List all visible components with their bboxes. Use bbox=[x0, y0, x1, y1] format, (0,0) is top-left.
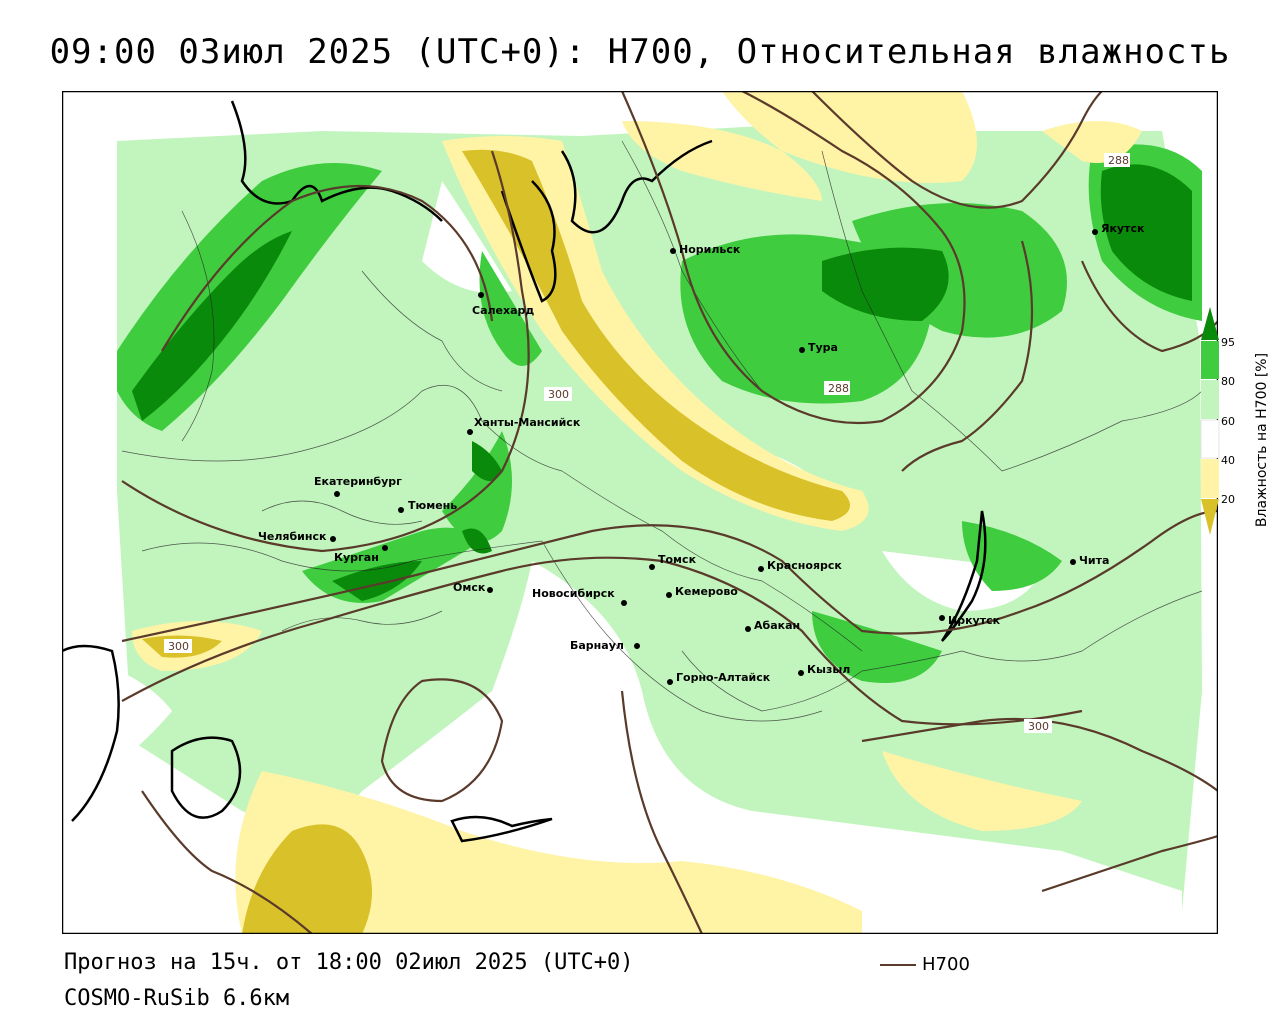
contour-label: 288 bbox=[1108, 154, 1129, 167]
city-label: Екатеринбург bbox=[314, 475, 402, 488]
legend-swatch-below20 bbox=[1201, 499, 1219, 535]
city-marker bbox=[1070, 559, 1076, 565]
city-label: Тура bbox=[808, 341, 838, 354]
city-label: Салехард bbox=[472, 304, 534, 317]
city-marker bbox=[330, 536, 336, 542]
legend-tick: 60 bbox=[1221, 415, 1235, 428]
legend-swatch-20-40 bbox=[1201, 459, 1219, 498]
city-label: Курган bbox=[334, 551, 379, 564]
city-label: Иркутск bbox=[948, 614, 1001, 627]
forecast-map: 288 288 300 300 300 Норильск Якутск Сале… bbox=[62, 91, 1218, 934]
contour-label: 300 bbox=[548, 388, 569, 401]
legend-tick: 20 bbox=[1221, 493, 1235, 506]
city-marker bbox=[487, 587, 493, 593]
city-label: Абакан bbox=[754, 619, 800, 632]
contour-labels: 288 288 300 300 300 bbox=[164, 153, 1130, 733]
city-marker bbox=[666, 592, 672, 598]
contour-key-line bbox=[880, 964, 916, 966]
city-label: Кемерово bbox=[675, 585, 738, 598]
contour-label: 300 bbox=[1028, 720, 1049, 733]
city-label: Омск bbox=[453, 581, 486, 594]
admin-borders bbox=[121, 140, 1203, 722]
contour-label: 300 bbox=[168, 640, 189, 653]
city-marker bbox=[758, 566, 764, 572]
legend-swatch-40-60 bbox=[1200, 419, 1220, 459]
humidity-legend: 95 80 60 40 20 bbox=[1200, 307, 1235, 535]
contour-key-label: H700 bbox=[922, 954, 970, 975]
legend-title: Влажность на H700 [%] bbox=[1254, 352, 1270, 528]
city-label: Томск bbox=[658, 553, 697, 566]
model-name: COSMO-RuSib 6.6км bbox=[64, 986, 290, 1011]
coastlines bbox=[62, 100, 987, 843]
city-label: Челябинск bbox=[258, 530, 327, 543]
city-marker bbox=[939, 615, 945, 621]
contour-key: H700 bbox=[880, 954, 1030, 976]
city-label: Тюмень bbox=[408, 499, 457, 512]
city-label: Красноярск bbox=[767, 559, 842, 572]
city-marker bbox=[799, 347, 805, 353]
city-marker bbox=[670, 248, 676, 254]
h700-contours bbox=[121, 91, 1218, 934]
city-label: Чита bbox=[1079, 554, 1109, 567]
city-marker bbox=[467, 429, 473, 435]
city-label: Якутск bbox=[1101, 222, 1145, 235]
legend-tick: 40 bbox=[1221, 454, 1235, 467]
city-marker bbox=[798, 670, 804, 676]
city-marker bbox=[334, 491, 340, 497]
legend-tick: 80 bbox=[1221, 375, 1235, 388]
city-label: Новосибирск bbox=[532, 587, 615, 600]
city-marker bbox=[649, 564, 655, 570]
forecast-info: Прогноз на 15ч. от 18:00 02июл 2025 (UTC… bbox=[64, 950, 634, 975]
cities: Норильск Якутск Салехард Тура Ханты-Манс… bbox=[258, 222, 1145, 685]
city-label: Барнаул bbox=[570, 639, 624, 652]
map-title: 09:00 03июл 2025 (UTC+0): H700, Относите… bbox=[49, 32, 1231, 72]
humidity-below-20 bbox=[142, 149, 850, 934]
legend-swatch-above95 bbox=[1201, 307, 1219, 340]
city-marker bbox=[634, 643, 640, 649]
city-marker bbox=[621, 600, 627, 606]
city-marker bbox=[478, 292, 484, 298]
city-marker bbox=[398, 507, 404, 513]
city-marker bbox=[667, 679, 673, 685]
city-label: Норильск bbox=[679, 243, 741, 256]
city-marker bbox=[1092, 229, 1098, 235]
city-marker bbox=[745, 626, 751, 632]
city-label: Ханты-Мансийск bbox=[474, 416, 581, 429]
city-label: Горно-Алтайск bbox=[676, 671, 771, 684]
city-marker bbox=[382, 545, 388, 551]
legend-swatch-60-80 bbox=[1201, 380, 1219, 419]
legend-swatch-80-95 bbox=[1201, 341, 1219, 379]
city-label: Кызыл bbox=[807, 663, 850, 676]
legend-tick: 95 bbox=[1221, 336, 1235, 349]
contour-label: 288 bbox=[828, 382, 849, 395]
